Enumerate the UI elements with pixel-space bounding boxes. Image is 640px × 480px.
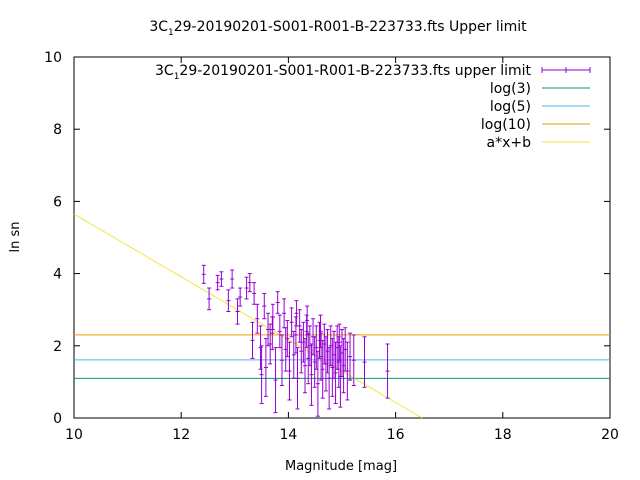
- y-tick-label-5: 10: [44, 50, 62, 66]
- y-tick-label-4: 8: [53, 122, 62, 138]
- y-tick-label-0: 0: [53, 411, 62, 427]
- data-point-3: [219, 271, 224, 287]
- data-point-14: [262, 292, 267, 320]
- x-axis-label: Magnitude [mag]: [285, 459, 397, 474]
- x-tick-label-1: 12: [172, 427, 190, 443]
- data-point-20: [275, 291, 280, 314]
- data-point-41: [314, 325, 319, 370]
- data-point-64: [385, 343, 390, 399]
- chart-title-sub: 1: [168, 28, 174, 38]
- axis-ticks: 10 12 14 16 18 20 0 2 4 6 8 10: [44, 50, 619, 443]
- x-tick-label-5: 20: [601, 427, 619, 443]
- plot-border: [73, 56, 611, 419]
- y-tick-label-3: 6: [53, 194, 62, 210]
- data-point-21: [277, 314, 282, 349]
- data-point-16: [266, 312, 271, 347]
- data-point-2: [215, 274, 220, 291]
- legend-swatch-0: [541, 67, 591, 73]
- data-point-66: [305, 305, 310, 336]
- data-point-70: [259, 345, 264, 405]
- fit-line: [73, 213, 423, 419]
- chart-title: 3C129-20190201-S001-R001-B-223733.fts Up…: [149, 19, 527, 38]
- legend: 3C129-20190201-S001-R001-B-223733.fts up…: [155, 63, 591, 151]
- y-tick-label-1: 2: [53, 339, 62, 355]
- legend-swatches: [541, 67, 591, 143]
- data-point-62: [351, 334, 356, 387]
- legend-label-0-pre: 3C: [155, 63, 174, 79]
- data-point-6: [235, 298, 240, 325]
- data-point-19: [273, 347, 278, 414]
- legend-label-1: log(3): [490, 81, 531, 97]
- data-point-15: [263, 338, 268, 397]
- legend-label-2: log(5): [490, 99, 531, 115]
- data-point-23: [282, 298, 287, 329]
- data-point-38: [309, 343, 314, 406]
- x-tick-label-2: 14: [279, 427, 297, 443]
- data-point-67: [270, 316, 275, 350]
- data-point-4: [226, 289, 231, 313]
- fit-line-path: [73, 213, 423, 419]
- legend-label-0-post: 29-20190201-S001-R001-B-223733.fts upper…: [179, 63, 531, 79]
- data-point-12: [255, 303, 260, 334]
- data-point-32: [299, 329, 304, 374]
- x-tick-label-4: 18: [494, 427, 512, 443]
- data-point-8: [244, 276, 249, 300]
- data-point-9: [247, 273, 252, 293]
- legend-label-0: 3C129-20190201-S001-R001-B-223733.fts up…: [155, 63, 531, 82]
- x-tick-label-0: 10: [65, 427, 83, 443]
- legend-label-4: a*x+b: [487, 135, 532, 151]
- x-tick-label-3: 16: [387, 427, 405, 443]
- data-point-25: [285, 320, 290, 358]
- data-point-22: [279, 334, 284, 387]
- y-axis-label: ln sn: [8, 222, 23, 253]
- data-point-26: [287, 341, 292, 401]
- data-point-68: [318, 314, 323, 349]
- data-point-69: [337, 323, 342, 361]
- chart-title-post: 29-20190201-S001-R001-B-223733.fts Upper…: [174, 19, 527, 35]
- data-point-60: [345, 341, 350, 401]
- legend-label-3: log(10): [481, 117, 531, 133]
- data-point-1: [207, 287, 212, 311]
- chart-title-pre: 3C: [149, 19, 168, 35]
- data-point-30: [295, 347, 300, 410]
- data-point-11: [252, 282, 257, 305]
- data-point-5: [230, 269, 235, 289]
- data-point-17: [268, 323, 273, 365]
- data-points: [201, 264, 390, 417]
- data-point-7: [238, 287, 243, 307]
- y-tick-label-2: 4: [53, 267, 62, 283]
- data-point-61: [348, 332, 353, 381]
- data-point-10: [250, 321, 255, 359]
- data-point-0: [201, 264, 206, 284]
- data-point-65: [294, 300, 299, 327]
- data-point-63: [362, 336, 367, 388]
- data-point-28: [291, 330, 296, 379]
- legend-label-0-sub: 1: [174, 72, 180, 82]
- data-point-27: [289, 307, 294, 338]
- data-point-59: [343, 327, 348, 372]
- plot-frame: [73, 56, 611, 419]
